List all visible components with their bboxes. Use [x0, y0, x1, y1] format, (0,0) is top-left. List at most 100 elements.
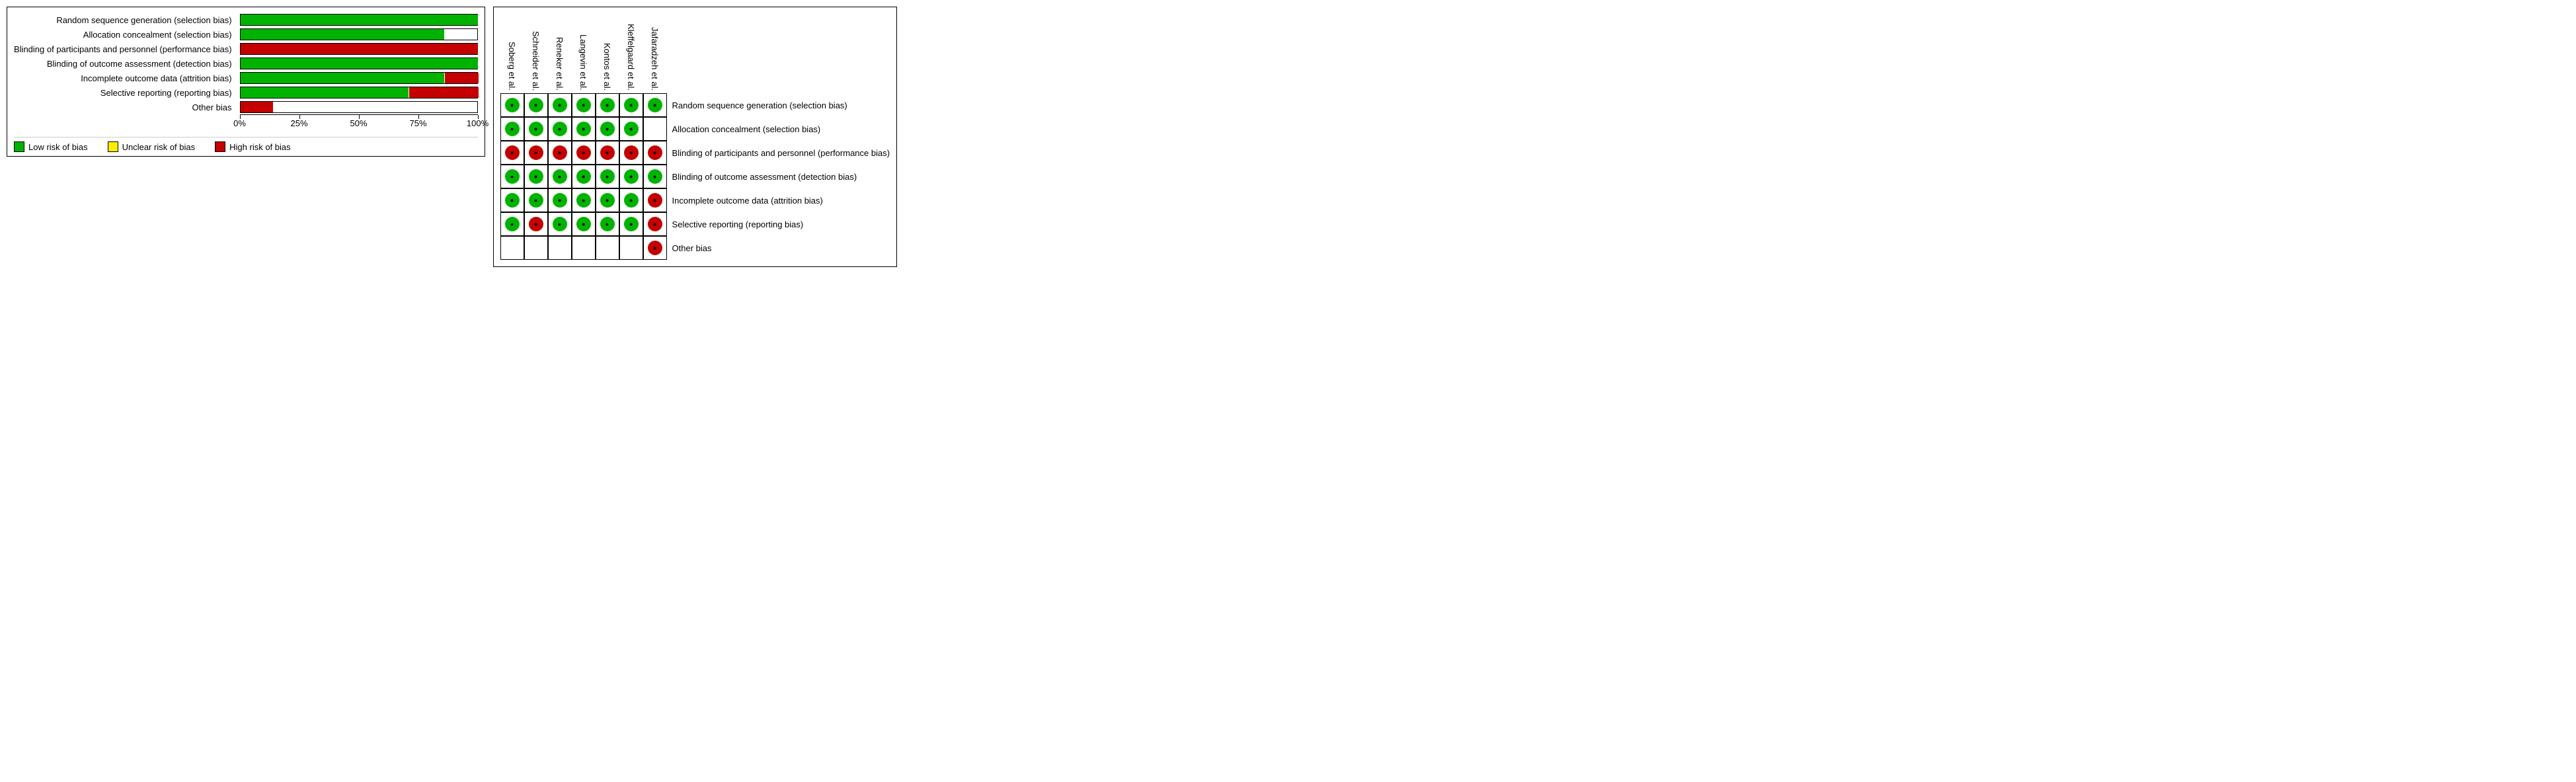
axis-tick-label: 25% — [291, 118, 308, 128]
bar-seg-low — [241, 58, 478, 69]
matrix-cell: • — [500, 188, 524, 212]
matrix-cell: • — [619, 212, 643, 236]
matrix-cell: • — [596, 188, 619, 212]
matrix-cell: • — [548, 141, 572, 165]
low-risk-icon: • — [553, 169, 567, 184]
low-risk-icon: • — [624, 122, 639, 136]
matrix-cell — [596, 236, 619, 260]
legend-low: Low risk of bias — [14, 141, 88, 152]
matrix-cell: • — [619, 117, 643, 141]
study-header: Jafaradzeh et al. — [643, 11, 667, 93]
low-risk-icon: • — [553, 122, 567, 136]
low-risk-icon: • — [576, 169, 591, 184]
low-risk-icon: • — [505, 217, 520, 231]
domain-label: Blinding of outcome assessment (detectio… — [667, 165, 890, 188]
bar-seg-low — [241, 87, 409, 98]
bar-seg-low — [241, 15, 478, 25]
study-header: Reneker et al. — [548, 11, 572, 93]
matrix-cell — [500, 236, 524, 260]
matrix-cell: • — [619, 188, 643, 212]
matrix-cell: • — [524, 117, 548, 141]
high-risk-icon: • — [576, 145, 591, 160]
legend-high: High risk of bias — [215, 141, 290, 152]
low-risk-icon: • — [505, 193, 520, 208]
bar-row — [240, 85, 478, 100]
swatch-high — [215, 141, 225, 152]
matrix-cell: • — [619, 165, 643, 188]
bar-row-label: Other bias — [14, 102, 236, 112]
swatch-low — [14, 141, 24, 152]
high-risk-icon: • — [648, 241, 662, 255]
legend-unclear: Unclear risk of bias — [108, 141, 196, 152]
low-risk-icon: • — [624, 193, 639, 208]
low-risk-icon: • — [624, 217, 639, 231]
matrix-cell: • — [572, 117, 596, 141]
risk-summary-table: Soberg et al.Schneider et al.Reneker et … — [500, 11, 890, 260]
matrix-cell: • — [596, 212, 619, 236]
axis-tick-label: 75% — [410, 118, 427, 128]
low-risk-icon: • — [529, 169, 543, 184]
matrix-cell: • — [596, 165, 619, 188]
bar-seg-low — [241, 73, 445, 83]
matrix-cell: • — [548, 165, 572, 188]
bar-seg-low — [241, 29, 445, 40]
domain-label: Incomplete outcome data (attrition bias) — [667, 188, 890, 212]
matrix-cell — [619, 236, 643, 260]
high-risk-icon: • — [553, 145, 567, 160]
matrix-cell: • — [500, 93, 524, 117]
axis-tick-label: 100% — [467, 118, 488, 128]
bar-row-label: Blinding of outcome assessment (detectio… — [14, 59, 236, 69]
study-header: Kleffelgaard et al. — [619, 11, 643, 93]
bar-row-label: Incomplete outcome data (attrition bias) — [14, 73, 236, 83]
high-risk-icon: • — [529, 217, 543, 231]
matrix-cell: • — [572, 141, 596, 165]
axis-tick-label: 50% — [350, 118, 368, 128]
study-header: Schneider et al. — [524, 11, 548, 93]
matrix-cell: • — [619, 141, 643, 165]
low-risk-icon: • — [648, 98, 662, 112]
low-risk-icon: • — [576, 193, 591, 208]
matrix-cell: • — [572, 93, 596, 117]
high-risk-icon: • — [648, 145, 662, 160]
matrix-cell: • — [596, 141, 619, 165]
matrix-cell: • — [500, 165, 524, 188]
low-risk-icon: • — [553, 217, 567, 231]
matrix-cell: • — [500, 141, 524, 165]
domain-label: Blinding of participants and personnel (… — [667, 141, 890, 165]
low-risk-icon: • — [529, 122, 543, 136]
bar-row — [240, 56, 478, 71]
low-risk-icon: • — [600, 98, 615, 112]
risk-bar-chart: Random sequence generation (selection bi… — [14, 13, 478, 132]
domain-label: Random sequence generation (selection bi… — [667, 93, 890, 117]
matrix-cell: • — [548, 93, 572, 117]
matrix-cell: • — [524, 212, 548, 236]
matrix-cell: • — [524, 93, 548, 117]
domain-label: Allocation concealment (selection bias) — [667, 117, 890, 141]
low-risk-icon: • — [600, 122, 615, 136]
matrix-cell: • — [643, 141, 667, 165]
high-risk-icon: • — [648, 217, 662, 231]
bar-row-label: Random sequence generation (selection bi… — [14, 15, 236, 25]
figure-wrap: Random sequence generation (selection bi… — [7, 7, 2569, 267]
matrix-cell: • — [643, 212, 667, 236]
matrix-cell: • — [643, 165, 667, 188]
low-risk-icon: • — [624, 169, 639, 184]
low-risk-icon: • — [553, 98, 567, 112]
high-risk-icon: • — [600, 145, 615, 160]
domain-label: Other bias — [667, 236, 890, 260]
matrix-cell: • — [643, 188, 667, 212]
low-risk-icon: • — [576, 122, 591, 136]
study-header: Langevin et al. — [572, 11, 596, 93]
bar-seg-high — [445, 73, 478, 83]
low-risk-icon: • — [505, 122, 520, 136]
matrix-cell: • — [500, 117, 524, 141]
low-risk-icon: • — [505, 98, 520, 112]
legend-high-label: High risk of bias — [229, 142, 290, 152]
low-risk-icon: • — [600, 193, 615, 208]
bar-row — [240, 100, 478, 114]
bar-row — [240, 42, 478, 56]
matrix-cell — [643, 117, 667, 141]
bar-row — [240, 27, 478, 42]
matrix-cell: • — [524, 188, 548, 212]
matrix-cell: • — [619, 93, 643, 117]
